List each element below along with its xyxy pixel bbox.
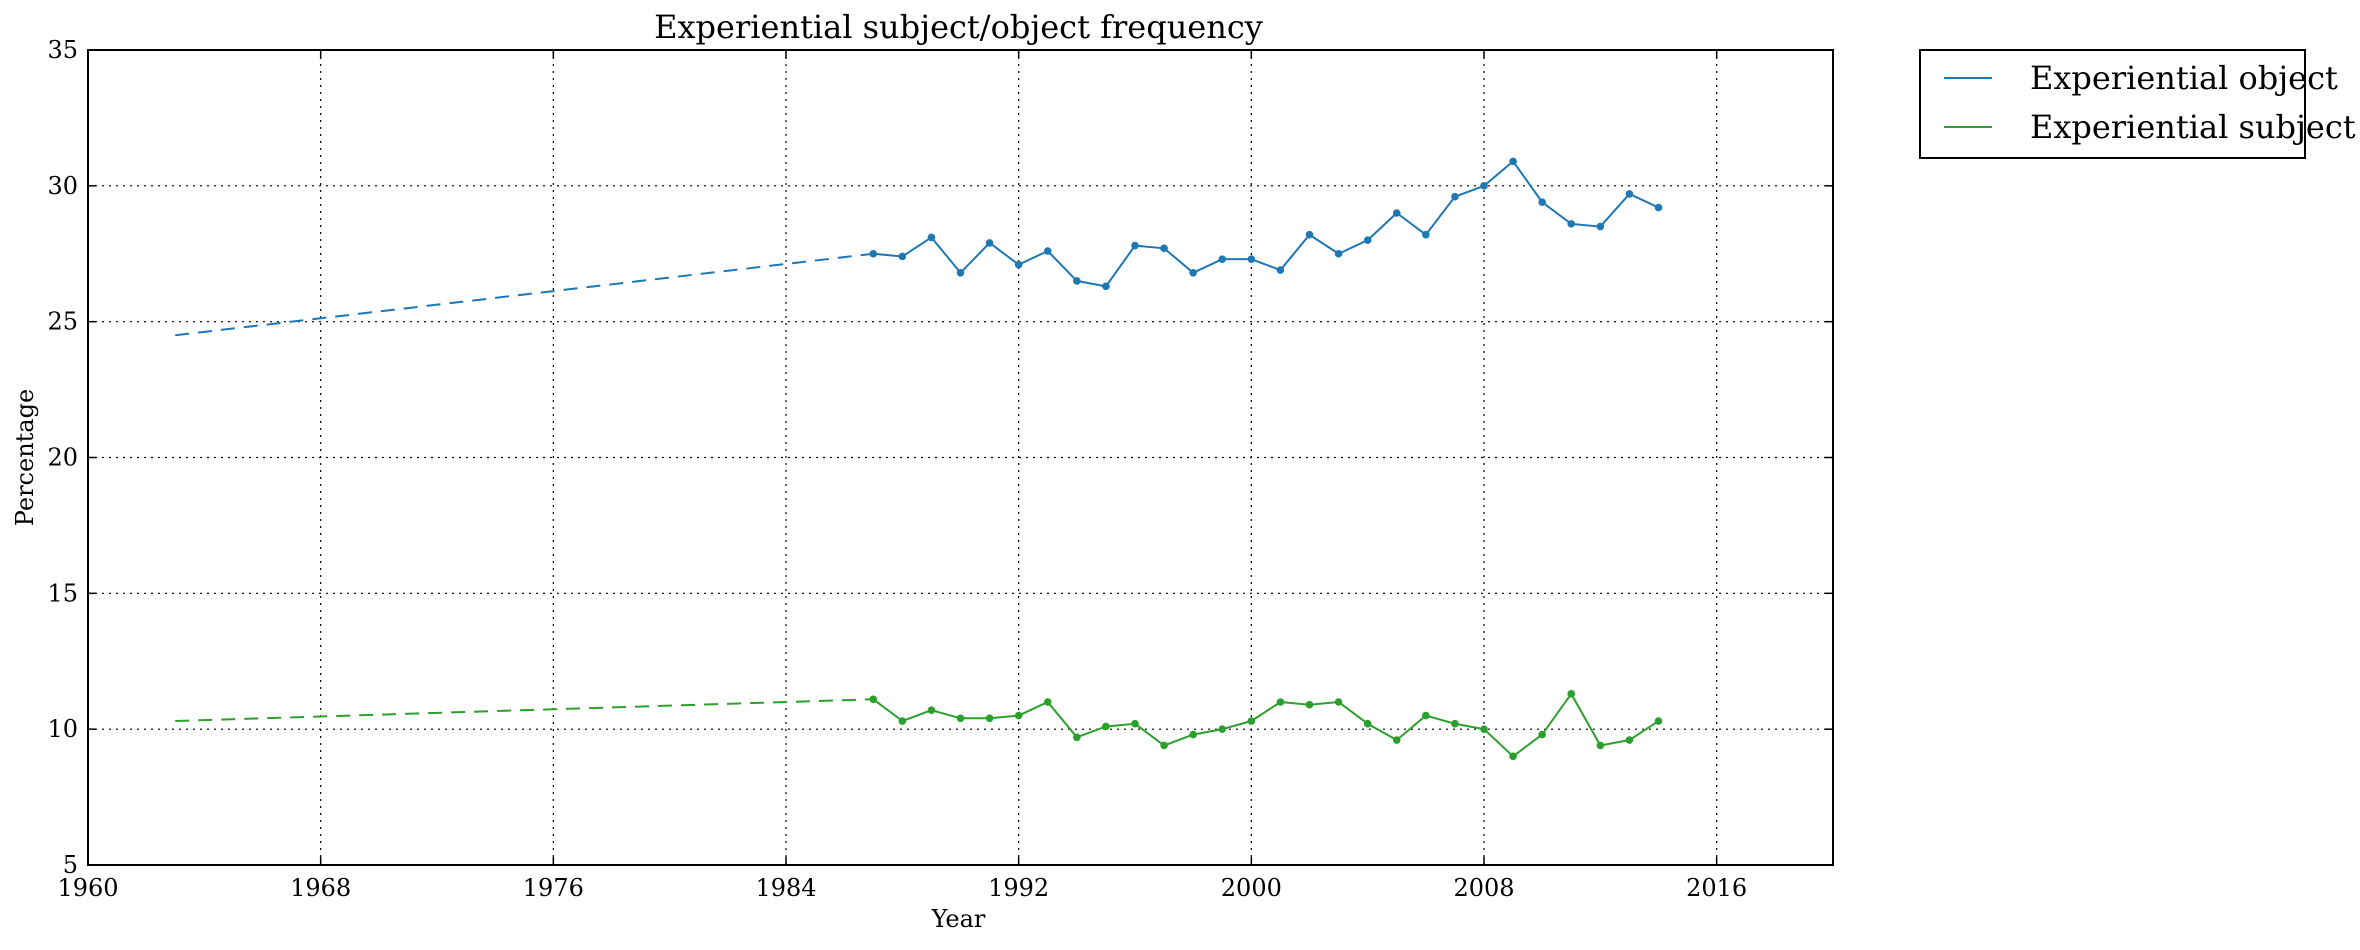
legend-label-experiential-subject: Experiential subject: [2030, 108, 2356, 146]
experiential-object-point: [1567, 220, 1576, 228]
x-tick-label: 1976: [523, 874, 584, 902]
experiential-object-point: [1334, 249, 1343, 258]
experiential-object-point: [898, 252, 907, 261]
experiential-object-point: [1218, 255, 1227, 263]
y-tick-label: 10: [47, 715, 78, 743]
x-tick-label: 2000: [1221, 874, 1282, 902]
experiential-object-point: [1363, 236, 1372, 244]
experiential-object-point: [1625, 190, 1634, 198]
experiential-object-point: [1073, 277, 1081, 285]
experiential-subject-point: [1392, 736, 1401, 744]
experiential-subject-trend-line: [175, 698, 874, 723]
experiential-object-point: [1305, 230, 1314, 239]
experiential-subject-point: [1596, 741, 1605, 750]
grid: [88, 50, 1833, 865]
chart-title: Experiential subject/object frequency: [654, 8, 1263, 46]
experiential-subject-point: [869, 695, 878, 704]
legend-box: [1919, 49, 2306, 159]
experiential-subject-point: [1509, 752, 1517, 761]
experiential-object-point: [927, 233, 936, 242]
plot-series: [175, 157, 1663, 761]
experiential-object-point: [1509, 157, 1517, 166]
experiential-subject-point: [1567, 690, 1576, 698]
experiential-object-point: [1160, 244, 1168, 253]
x-tick-label: 1960: [57, 874, 118, 902]
experiential-object-point: [1538, 198, 1546, 206]
x-tick-label: 2008: [1453, 874, 1514, 902]
x-tick-label: 1968: [290, 874, 351, 902]
experiential-object-trend-line: [175, 252, 874, 337]
y-tick-label: 35: [47, 36, 78, 64]
experiential-object-point: [1189, 268, 1197, 277]
experiential-subject-point: [1014, 711, 1023, 720]
x-tick-label: 1984: [755, 874, 816, 902]
experiential-object-point: [1276, 266, 1285, 274]
y-tick-label: 15: [47, 579, 78, 607]
experiential-subject-point: [1102, 722, 1110, 731]
experiential-subject-point: [1422, 711, 1430, 720]
y-tick-label: 25: [47, 308, 78, 336]
experiential-subject-point: [1218, 725, 1227, 733]
experiential-subject-point: [1451, 719, 1459, 728]
experiential-subject-point: [1625, 736, 1634, 744]
experiential-subject-point: [1654, 717, 1663, 725]
experiential-subject-point: [1480, 725, 1488, 733]
experiential-subject-point: [1073, 733, 1081, 742]
x-tick-label: 1992: [988, 874, 1049, 902]
experiential-object-point: [1480, 182, 1488, 190]
experiential-object-point: [1451, 192, 1459, 201]
experiential-object-point: [1422, 230, 1430, 239]
experiential-subject-point: [1160, 741, 1168, 750]
experiential-subject-point: [985, 714, 994, 723]
experiential-subject-point: [1247, 717, 1256, 725]
y-tick-label: 20: [47, 444, 78, 472]
experiential-subject-point: [1305, 700, 1314, 709]
experiential-subject-point: [898, 717, 907, 725]
y-axis-label: Percentage: [11, 389, 39, 526]
experiential-object-point: [956, 268, 965, 277]
plot-area-frame: [87, 49, 1834, 866]
axis-ticks: 1960 1968 1976 1984 1992 2000 2008 2016 5 10 15 20 2…: [47, 36, 1833, 902]
experiential-object-series-line: [873, 159, 1659, 288]
experiential-subject-point: [1189, 730, 1197, 739]
experiential-object-point: [1102, 282, 1110, 291]
experiential-object-point: [1043, 247, 1052, 255]
experiential-subject-series-line: [872, 691, 1660, 758]
experiential-subject-point: [1538, 730, 1546, 739]
experiential-object-point: [869, 249, 878, 258]
legend-label-experiential-object: Experiential object: [2030, 59, 2338, 97]
experiential-object-point: [1247, 255, 1256, 263]
legend: Experiential object Experiential subject: [1919, 49, 2356, 159]
y-tick-label: 5: [63, 851, 78, 879]
y-tick-label: 30: [47, 172, 78, 200]
experiential-object-point: [1131, 241, 1139, 250]
experiential-subject-point: [1276, 698, 1285, 706]
experiential-subject-point: [927, 706, 936, 714]
experiential-subject-point: [1363, 719, 1372, 728]
experiential-object-point: [1392, 209, 1401, 217]
experiential-subject-point: [956, 714, 965, 723]
experiential-subject-point: [1334, 698, 1343, 706]
experiential-subject-point: [1043, 698, 1052, 706]
experiential-object-point: [1654, 203, 1663, 212]
experiential-object-point: [1596, 222, 1605, 231]
experiential-subject-point: [1131, 719, 1139, 728]
experiential-object-point: [1014, 260, 1023, 269]
experiential-object-point: [985, 239, 994, 247]
x-axis-label: Year: [931, 905, 986, 933]
x-tick-label: 2016: [1686, 874, 1747, 902]
